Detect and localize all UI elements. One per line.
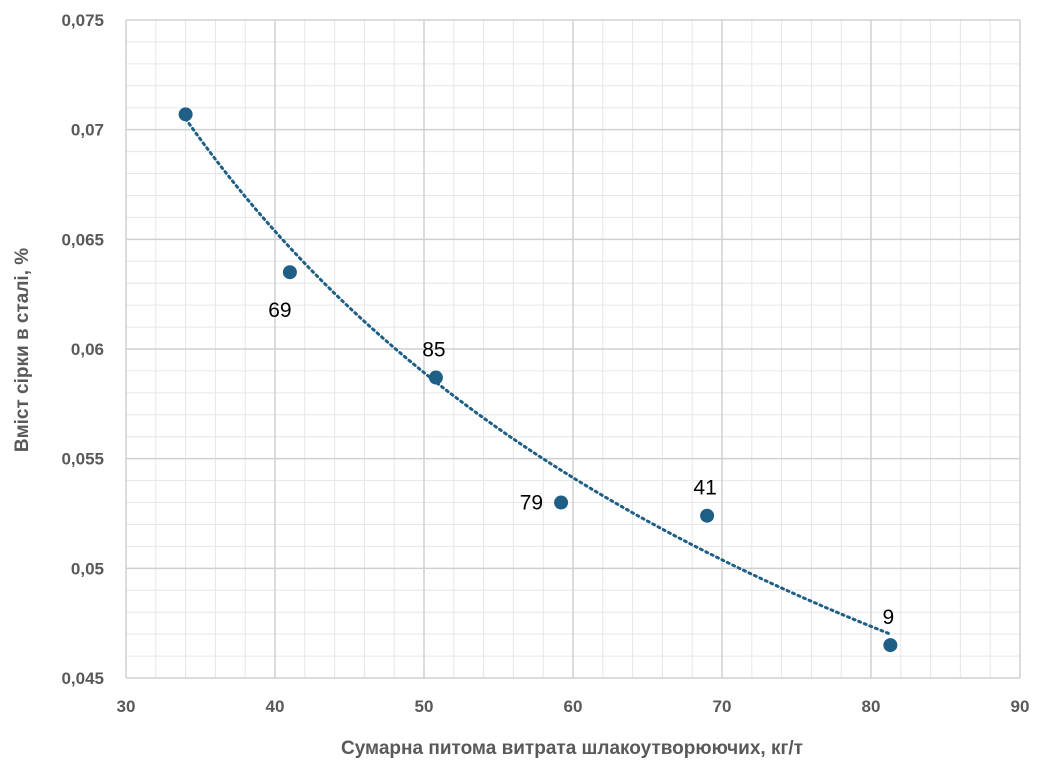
y-tick-labels: 0,045 0,05 0,055 0,06 0,065 0,07 0,075 [61, 11, 104, 688]
y-axis-title: Вміст сірки в сталі, % [12, 248, 33, 452]
x-tick-label: 80 [862, 697, 881, 716]
data-point [178, 107, 193, 122]
x-tick-label: 70 [713, 697, 732, 716]
data-label: 85 [422, 339, 445, 362]
x-axis-title: Сумарна питома витрата шлакоутворюючих, … [341, 738, 803, 759]
data-point [428, 370, 443, 385]
y-tick-label: 0,045 [61, 669, 104, 688]
major-grid [125, 19, 1021, 679]
trendline-layer [184, 117, 892, 636]
x-tick-labels: 30 40 50 60 70 80 90 [117, 697, 1030, 716]
data-label: 69 [268, 299, 291, 322]
x-tick-label: 90 [1011, 697, 1030, 716]
data-point [700, 508, 715, 523]
y-tick-label: 0,05 [71, 559, 104, 578]
data-label: 79 [520, 492, 543, 515]
y-tick-label: 0,065 [61, 230, 104, 249]
y-tick-label: 0,07 [71, 121, 104, 140]
points-layer [178, 107, 898, 653]
trendline [184, 117, 892, 636]
x-tick-label: 60 [564, 697, 583, 716]
y-tick-label: 0,055 [61, 450, 104, 469]
y-tick-label: 0,06 [71, 340, 104, 359]
data-point [554, 495, 569, 510]
x-tick-label: 30 [117, 697, 136, 716]
data-labels-layer: 69 85 79 41 9 [268, 299, 894, 629]
x-tick-label: 40 [266, 697, 285, 716]
data-label: 9 [883, 606, 895, 629]
x-tick-label: 50 [415, 697, 434, 716]
y-tick-label: 0,075 [61, 11, 104, 30]
data-label: 41 [693, 477, 716, 500]
data-point [282, 265, 297, 280]
data-point [883, 638, 898, 653]
